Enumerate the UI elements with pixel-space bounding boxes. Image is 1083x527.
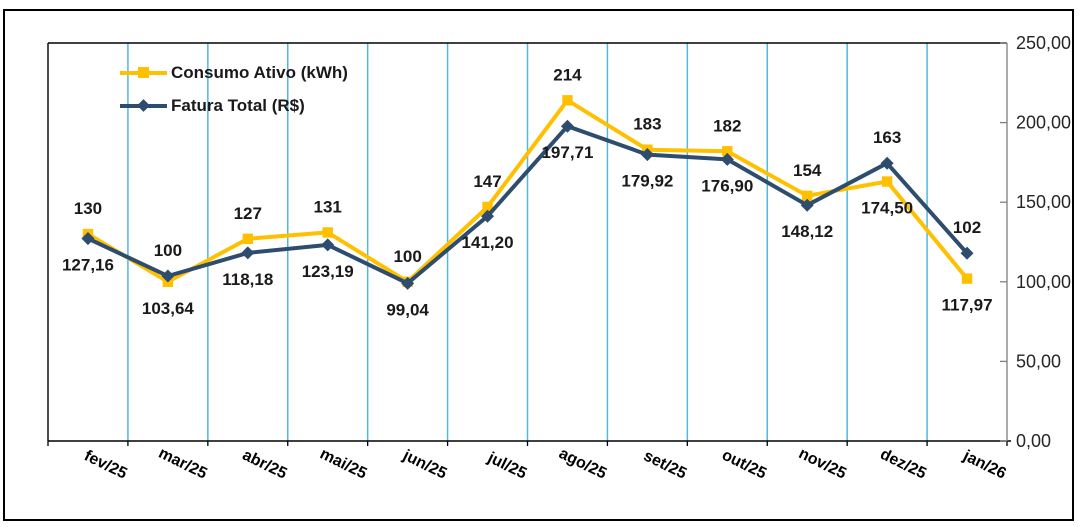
legend-swatch-fatura — [120, 94, 167, 117]
data-label-fatura: 148,12 — [781, 222, 833, 241]
legend-swatch-consumo — [120, 61, 167, 84]
data-label-consumo: 183 — [633, 115, 661, 134]
data-point-marker — [401, 276, 415, 290]
data-labels: 130 127,16 100 103,64 127 118,18 131 123,19 100 9… — [62, 65, 993, 319]
data-point-marker — [482, 201, 493, 213]
legend: Consumo Ativo (kWh) Fatura Total (R$) — [120, 61, 348, 117]
data-point-marker — [961, 273, 973, 284]
x-axis-category-label: mai/25 — [317, 445, 369, 482]
y-axis: 0,00 50,00 100,00 150,00 200,00 250,00 — [1000, 33, 1071, 451]
data-label-consumo: 100 — [154, 241, 182, 260]
x-axis-category-label: set/25 — [641, 447, 689, 482]
x-axis-category-label: jul/25 — [484, 449, 529, 483]
data-label-consumo: 102 — [953, 218, 981, 237]
x-axis-category-label: nov/25 — [796, 445, 849, 483]
x-axis-category-label: jan/26 — [960, 447, 1009, 483]
x-axis-category-label: mar/25 — [156, 445, 210, 483]
data-label-consumo: 182 — [713, 116, 741, 135]
legend-label-fatura: Fatura Total (R$) — [171, 95, 305, 115]
data-label-consumo: 154 — [793, 161, 822, 180]
y-axis-tick-label: 0,00 — [1016, 431, 1051, 451]
data-label-consumo: 100 — [393, 247, 421, 266]
x-axis-category-label: fev/25 — [81, 447, 129, 482]
y-axis-tick-label: 250,00 — [1016, 33, 1071, 53]
data-point-marker — [722, 146, 733, 157]
data-label-fatura: 176,90 — [701, 176, 753, 195]
x-axis — [47, 440, 1011, 446]
data-point-marker — [560, 119, 574, 133]
legend-label-consumo: Consumo Ativo (kWh) — [171, 62, 348, 82]
data-label-fatura: 174,50 — [861, 199, 913, 218]
square-marker-icon — [138, 67, 149, 78]
data-label-fatura: 99,04 — [386, 300, 429, 319]
data-label-fatura: 127,16 — [62, 256, 114, 275]
data-label-fatura: 141,20 — [462, 233, 514, 252]
data-label-fatura: 117,97 — [942, 296, 993, 315]
data-point-marker — [321, 238, 335, 252]
data-label-fatura: 103,64 — [142, 299, 195, 318]
data-label-fatura: 118,18 — [222, 270, 273, 289]
y-axis-tick-label: 100,00 — [1016, 272, 1071, 292]
diamond-marker-icon — [137, 99, 150, 112]
legend-entry-consumo-ativo: Consumo Ativo (kWh) — [120, 61, 348, 84]
data-label-consumo: 130 — [74, 199, 102, 218]
data-point-marker — [161, 269, 175, 283]
data-point-marker — [241, 246, 255, 260]
data-label-consumo: 163 — [873, 128, 901, 147]
data-point-marker — [802, 190, 813, 202]
plot-border — [47, 42, 1007, 441]
series-line — [86, 98, 969, 284]
x-axis-category-label: dez/25 — [877, 446, 929, 483]
data-point-marker — [562, 95, 573, 106]
x-axis-category-label: jun/25 — [399, 447, 449, 483]
data-label-consumo: 127 — [234, 204, 262, 223]
vertical-gridlines — [127, 43, 928, 441]
series-line — [86, 124, 969, 286]
series-fatura-total — [81, 119, 974, 290]
x-axis-category-label: abr/25 — [240, 447, 290, 483]
x-axis-category-label: ago/25 — [556, 445, 609, 483]
data-label-consumo: 131 — [314, 197, 342, 216]
data-label-consumo: 214 — [553, 65, 582, 84]
y-axis-tick-label: 150,00 — [1016, 192, 1071, 212]
data-label-fatura: 197,71 — [541, 143, 593, 162]
data-label-fatura: 179,92 — [621, 172, 673, 191]
data-point-marker — [322, 227, 333, 238]
x-axis-category-labels: fev/25 mar/25 abr/25 mai/25 jun/25 jul/25 ago/… — [81, 445, 1008, 483]
y-axis-tick-label: 50,00 — [1016, 351, 1061, 371]
data-point-marker — [881, 176, 893, 187]
legend-entry-fatura-total: Fatura Total (R$) — [120, 94, 348, 117]
data-point-marker — [242, 233, 253, 245]
data-label-fatura: 123,19 — [302, 262, 354, 281]
data-label-consumo: 147 — [473, 172, 501, 191]
x-axis-category-label: out/25 — [719, 447, 769, 483]
y-axis-tick-label: 200,00 — [1016, 113, 1071, 133]
